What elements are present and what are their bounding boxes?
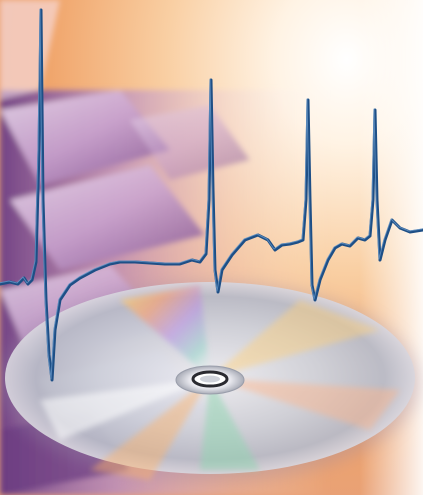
- compact-disc: [0, 282, 420, 482]
- ecg-trace: [0, 8, 423, 382]
